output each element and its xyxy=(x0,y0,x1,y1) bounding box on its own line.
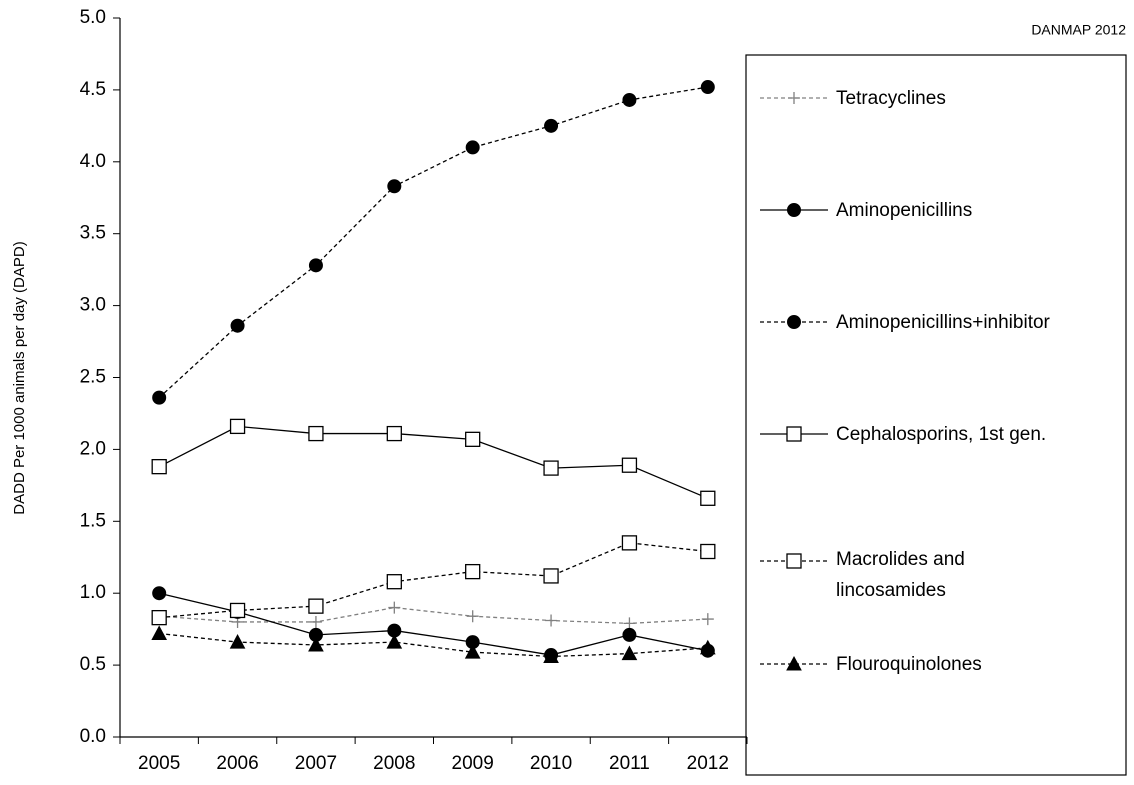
marker xyxy=(701,613,714,626)
series-line xyxy=(158,425,709,499)
marker xyxy=(308,636,324,652)
x-tick-label: 2012 xyxy=(687,753,729,774)
legend-label: Aminopenicillins xyxy=(836,199,973,221)
marker xyxy=(152,390,167,405)
x-tick-label: 2008 xyxy=(373,753,415,774)
marker xyxy=(623,617,636,630)
marker xyxy=(700,80,715,95)
marker xyxy=(543,568,559,584)
x-tick-label: 2005 xyxy=(138,753,180,774)
marker xyxy=(621,457,638,473)
y-axis-label: DADD Per 1000 animals per day (DAPD) xyxy=(11,241,28,514)
marker xyxy=(544,118,559,133)
marker xyxy=(700,543,716,560)
x-tick-label: 2011 xyxy=(609,753,650,774)
marker xyxy=(699,639,716,655)
marker xyxy=(465,431,481,447)
series-line xyxy=(159,542,708,619)
legend-label: Tetracyclines xyxy=(836,87,946,109)
y-tick-label: 0.0 xyxy=(80,726,106,747)
marker xyxy=(308,258,323,273)
y-tick-label: 4.0 xyxy=(80,151,106,172)
y-tick-label: 2.0 xyxy=(80,438,106,459)
marker xyxy=(229,602,246,619)
y-tick-label: 5.0 xyxy=(80,7,106,28)
marker xyxy=(700,490,716,506)
marker xyxy=(152,586,167,601)
marker xyxy=(229,418,246,435)
marker xyxy=(543,460,559,476)
legend-box xyxy=(745,54,1127,776)
marker xyxy=(465,140,480,155)
marker xyxy=(387,179,402,194)
marker xyxy=(308,598,324,614)
marker xyxy=(465,563,481,580)
marker xyxy=(786,426,802,442)
series-line xyxy=(159,606,708,625)
marker xyxy=(786,553,802,569)
marker xyxy=(786,655,802,671)
series-line xyxy=(159,632,708,658)
marker xyxy=(543,648,559,663)
marker xyxy=(386,574,402,590)
marker xyxy=(621,535,638,551)
marker xyxy=(229,634,246,649)
legend-label: Aminopenicillins+inhibitor xyxy=(836,311,1050,333)
marker xyxy=(386,634,403,649)
legend-label: Macrolides and lincosamides xyxy=(836,549,965,601)
marker xyxy=(230,318,245,333)
legend-label: Flouroquinolones xyxy=(836,653,982,675)
marker xyxy=(308,425,324,442)
marker xyxy=(464,644,481,659)
marker xyxy=(309,615,322,628)
y-tick-label: 4.5 xyxy=(80,79,106,100)
marker xyxy=(621,645,638,661)
legend-label: Cephalosporins, 1st gen. xyxy=(836,423,1047,445)
marker xyxy=(622,627,637,642)
marker xyxy=(466,610,479,623)
marker xyxy=(151,625,168,640)
marker xyxy=(787,315,801,329)
series-line xyxy=(158,86,708,399)
y-tick-label: 0.5 xyxy=(80,654,106,675)
marker xyxy=(151,459,167,475)
y-tick-label: 1.0 xyxy=(80,582,106,603)
series-line xyxy=(159,592,708,656)
annotation: DANMAP 2012 xyxy=(1031,22,1126,38)
y-tick-label: 3.5 xyxy=(80,223,106,244)
marker xyxy=(787,203,801,217)
marker xyxy=(622,92,637,107)
x-tick-label: 2010 xyxy=(530,753,572,774)
y-tick-label: 1.5 xyxy=(80,510,106,531)
marker xyxy=(151,609,167,626)
marker xyxy=(388,601,401,614)
y-tick-label: 2.5 xyxy=(80,367,106,388)
y-tick-label: 3.0 xyxy=(80,295,106,316)
marker xyxy=(545,614,558,627)
x-tick-label: 2006 xyxy=(216,753,258,774)
marker xyxy=(788,92,800,104)
x-tick-label: 2009 xyxy=(452,753,494,774)
x-tick-label: 2007 xyxy=(295,753,337,774)
marker xyxy=(386,425,402,442)
